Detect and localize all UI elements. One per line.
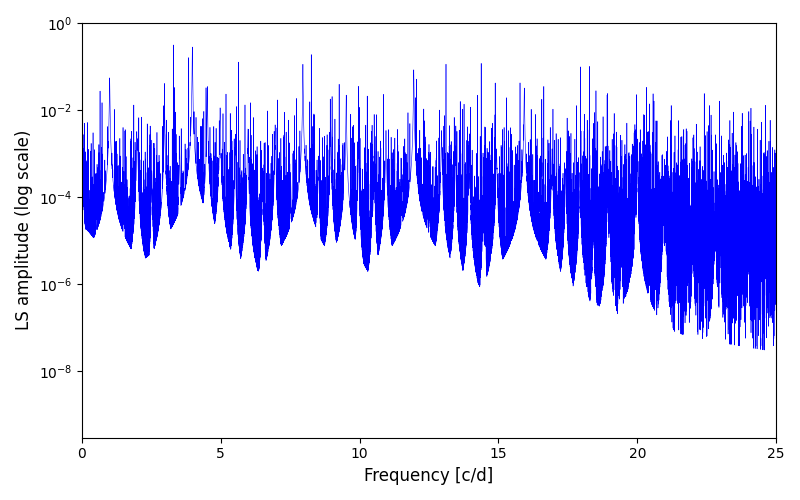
X-axis label: Frequency [c/d]: Frequency [c/d] — [364, 467, 494, 485]
Y-axis label: LS amplitude (log scale): LS amplitude (log scale) — [15, 130, 33, 330]
